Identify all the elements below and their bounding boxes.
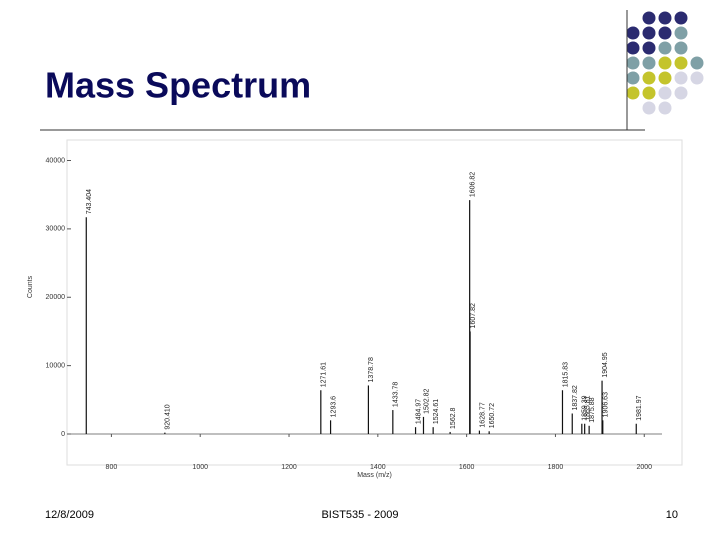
peak-label: 1981.97 [636,395,643,420]
dot [626,41,640,55]
peak-label: 920.410 [165,404,172,429]
dot [690,56,704,70]
decoration [626,11,704,115]
y-tick-label: 30000 [46,226,66,233]
peak-label: 1904.95 [602,352,609,377]
peak-label: 1906.63 [603,392,610,417]
dot [626,56,640,70]
x-tick-label: 1400 [370,464,386,471]
dot [658,86,672,100]
peak-label: 1859.39 [582,395,589,420]
peak-label: 743.404 [86,189,93,214]
peak-label: 1865.81 [585,395,592,420]
peak-label: 1524.61 [433,399,440,424]
peak-label: 1837.82 [572,385,579,410]
peak-label: 1815.83 [562,362,569,387]
peak-label: 1271.61 [321,362,328,387]
peak-label: 1875.88 [589,397,596,422]
peak-label: 1378.78 [368,357,375,382]
peak-label: 1484.97 [415,399,422,424]
dot [658,71,672,85]
dot [674,41,688,55]
dot [642,26,656,40]
peak-label: 1606.82 [470,172,477,197]
footer-date: 12/8/2009 [45,509,94,521]
dot [674,26,688,40]
dot [642,11,656,25]
page-number: 10 [666,509,678,521]
dot [674,86,688,100]
y-tick-label: 40000 [46,157,66,164]
peak-label: 1502.82 [423,388,430,413]
x-tick-label: 2000 [636,464,652,471]
x-tick-label: 800 [106,464,118,471]
dot [626,26,640,40]
peak-label: 1607.82 [470,303,477,328]
dot [658,11,672,25]
y-tick-label: 20000 [46,294,66,301]
dot [642,101,656,115]
peak-label: 1433.78 [393,382,400,407]
x-tick-label: 1000 [192,464,208,471]
peak-label: 1628.77 [479,402,486,427]
x-axis-label: Mass (m/z) [357,472,392,479]
dot [642,86,656,100]
dot [642,41,656,55]
peak-label: 1293.6 [330,396,337,418]
dot [674,56,688,70]
dot [626,86,640,100]
dot [642,56,656,70]
dot [642,71,656,85]
dot [658,56,672,70]
dot [674,11,688,25]
dot [658,101,672,115]
footer-center: BIST535 - 2009 [321,509,398,521]
x-tick-label: 1600 [459,464,475,471]
dot [690,71,704,85]
peak-label: 1650.72 [489,403,496,428]
dot [658,41,672,55]
dot [626,71,640,85]
y-axis-label: Counts [27,275,34,298]
slide-title: Mass Spectrum [45,65,311,106]
y-tick-label: 0 [61,431,65,438]
x-tick-label: 1800 [548,464,564,471]
dot [674,71,688,85]
y-tick-label: 10000 [46,362,66,369]
dot [658,26,672,40]
peak-label: 1562.8 [450,407,457,429]
x-tick-label: 1200 [281,464,297,471]
chart-frame [66,139,683,466]
